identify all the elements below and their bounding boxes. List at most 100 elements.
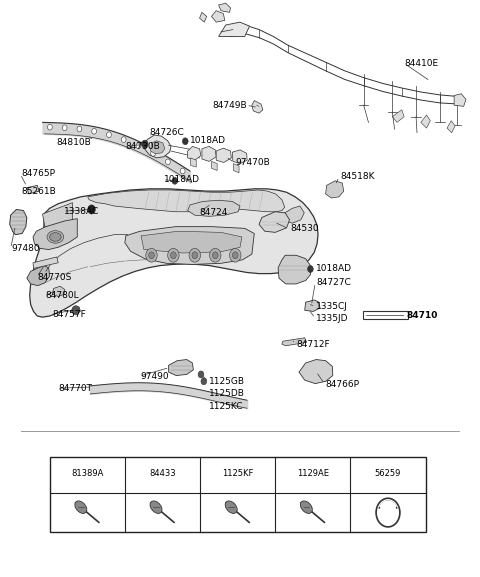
Circle shape (62, 125, 67, 130)
Polygon shape (151, 141, 165, 154)
Circle shape (182, 138, 188, 145)
Text: 84433: 84433 (149, 469, 176, 478)
Polygon shape (188, 200, 240, 216)
Polygon shape (421, 115, 431, 128)
Circle shape (146, 249, 157, 262)
Circle shape (189, 249, 201, 262)
Polygon shape (392, 110, 404, 122)
Text: 84765P: 84765P (21, 170, 55, 178)
Polygon shape (325, 181, 344, 198)
Text: 84766P: 84766P (325, 380, 360, 389)
Polygon shape (218, 3, 230, 12)
Polygon shape (188, 147, 201, 160)
Circle shape (77, 126, 82, 132)
Polygon shape (27, 265, 49, 286)
Circle shape (213, 252, 218, 258)
Circle shape (48, 124, 52, 130)
Circle shape (229, 249, 241, 262)
Circle shape (72, 306, 80, 315)
Polygon shape (232, 150, 247, 164)
Polygon shape (141, 231, 242, 253)
Polygon shape (278, 255, 311, 284)
Text: 1125KC: 1125KC (209, 402, 243, 411)
Ellipse shape (150, 501, 162, 514)
Circle shape (198, 371, 204, 378)
Text: 85261B: 85261B (21, 186, 56, 196)
Polygon shape (168, 359, 193, 376)
Text: 1129AE: 1129AE (297, 469, 329, 478)
Text: 84530: 84530 (290, 224, 319, 234)
Text: 1338AC: 1338AC (64, 207, 99, 216)
Text: 84810B: 84810B (57, 138, 92, 147)
Text: 84410E: 84410E (404, 59, 438, 68)
Text: 84770S: 84770S (38, 272, 72, 282)
Ellipse shape (225, 501, 237, 514)
Text: 84780L: 84780L (45, 291, 79, 301)
Circle shape (92, 128, 96, 134)
Text: 1125GB: 1125GB (209, 377, 245, 386)
Circle shape (308, 265, 313, 272)
Polygon shape (259, 212, 289, 233)
Polygon shape (27, 185, 39, 194)
Circle shape (170, 252, 176, 258)
Text: 1018AD: 1018AD (164, 175, 200, 184)
Text: 84710: 84710 (407, 311, 438, 320)
Polygon shape (299, 359, 333, 384)
Text: 1018AD: 1018AD (190, 136, 226, 145)
Text: 1335JD: 1335JD (316, 314, 348, 323)
Text: 84726C: 84726C (150, 128, 184, 137)
Text: 1125KF: 1125KF (222, 469, 253, 478)
Ellipse shape (47, 231, 64, 243)
Polygon shape (454, 93, 466, 106)
Text: 84727C: 84727C (316, 278, 351, 287)
Polygon shape (285, 206, 304, 223)
Text: 84518K: 84518K (340, 173, 374, 181)
Circle shape (107, 132, 111, 137)
Polygon shape (33, 219, 77, 249)
Circle shape (136, 143, 141, 149)
Bar (49, 458, 426, 532)
Polygon shape (252, 100, 263, 113)
Circle shape (232, 252, 238, 258)
Polygon shape (447, 121, 455, 133)
Circle shape (168, 249, 179, 262)
Circle shape (142, 140, 148, 148)
Text: 84749B: 84749B (213, 101, 247, 110)
Polygon shape (43, 203, 72, 228)
Circle shape (201, 378, 207, 385)
Circle shape (88, 205, 96, 214)
Polygon shape (216, 148, 231, 163)
Circle shape (149, 252, 155, 258)
Polygon shape (88, 190, 285, 212)
Polygon shape (212, 162, 217, 170)
Text: 97470B: 97470B (235, 158, 270, 167)
Polygon shape (218, 22, 250, 36)
Text: 84712F: 84712F (296, 340, 330, 349)
Polygon shape (191, 158, 196, 167)
Polygon shape (305, 300, 320, 312)
Polygon shape (10, 209, 27, 235)
Text: 97490: 97490 (140, 372, 168, 381)
Text: 84770T: 84770T (58, 384, 92, 393)
Text: 1125DB: 1125DB (209, 389, 245, 398)
Text: 84730B: 84730B (126, 142, 160, 151)
Polygon shape (30, 189, 318, 317)
Circle shape (151, 151, 156, 156)
Ellipse shape (75, 501, 87, 514)
Text: 84724: 84724 (200, 208, 228, 218)
Circle shape (210, 249, 221, 262)
Polygon shape (145, 135, 171, 158)
Polygon shape (125, 227, 254, 264)
Text: 81389A: 81389A (71, 469, 104, 478)
Polygon shape (71, 307, 81, 314)
Circle shape (166, 159, 170, 164)
Circle shape (180, 168, 185, 174)
Polygon shape (212, 11, 225, 22)
Ellipse shape (300, 501, 312, 514)
Circle shape (192, 252, 198, 258)
Circle shape (121, 137, 126, 143)
Text: 56259: 56259 (375, 469, 401, 478)
Text: 1335CJ: 1335CJ (316, 302, 348, 312)
Text: 1018AD: 1018AD (316, 264, 352, 273)
Text: 84757F: 84757F (52, 310, 86, 319)
